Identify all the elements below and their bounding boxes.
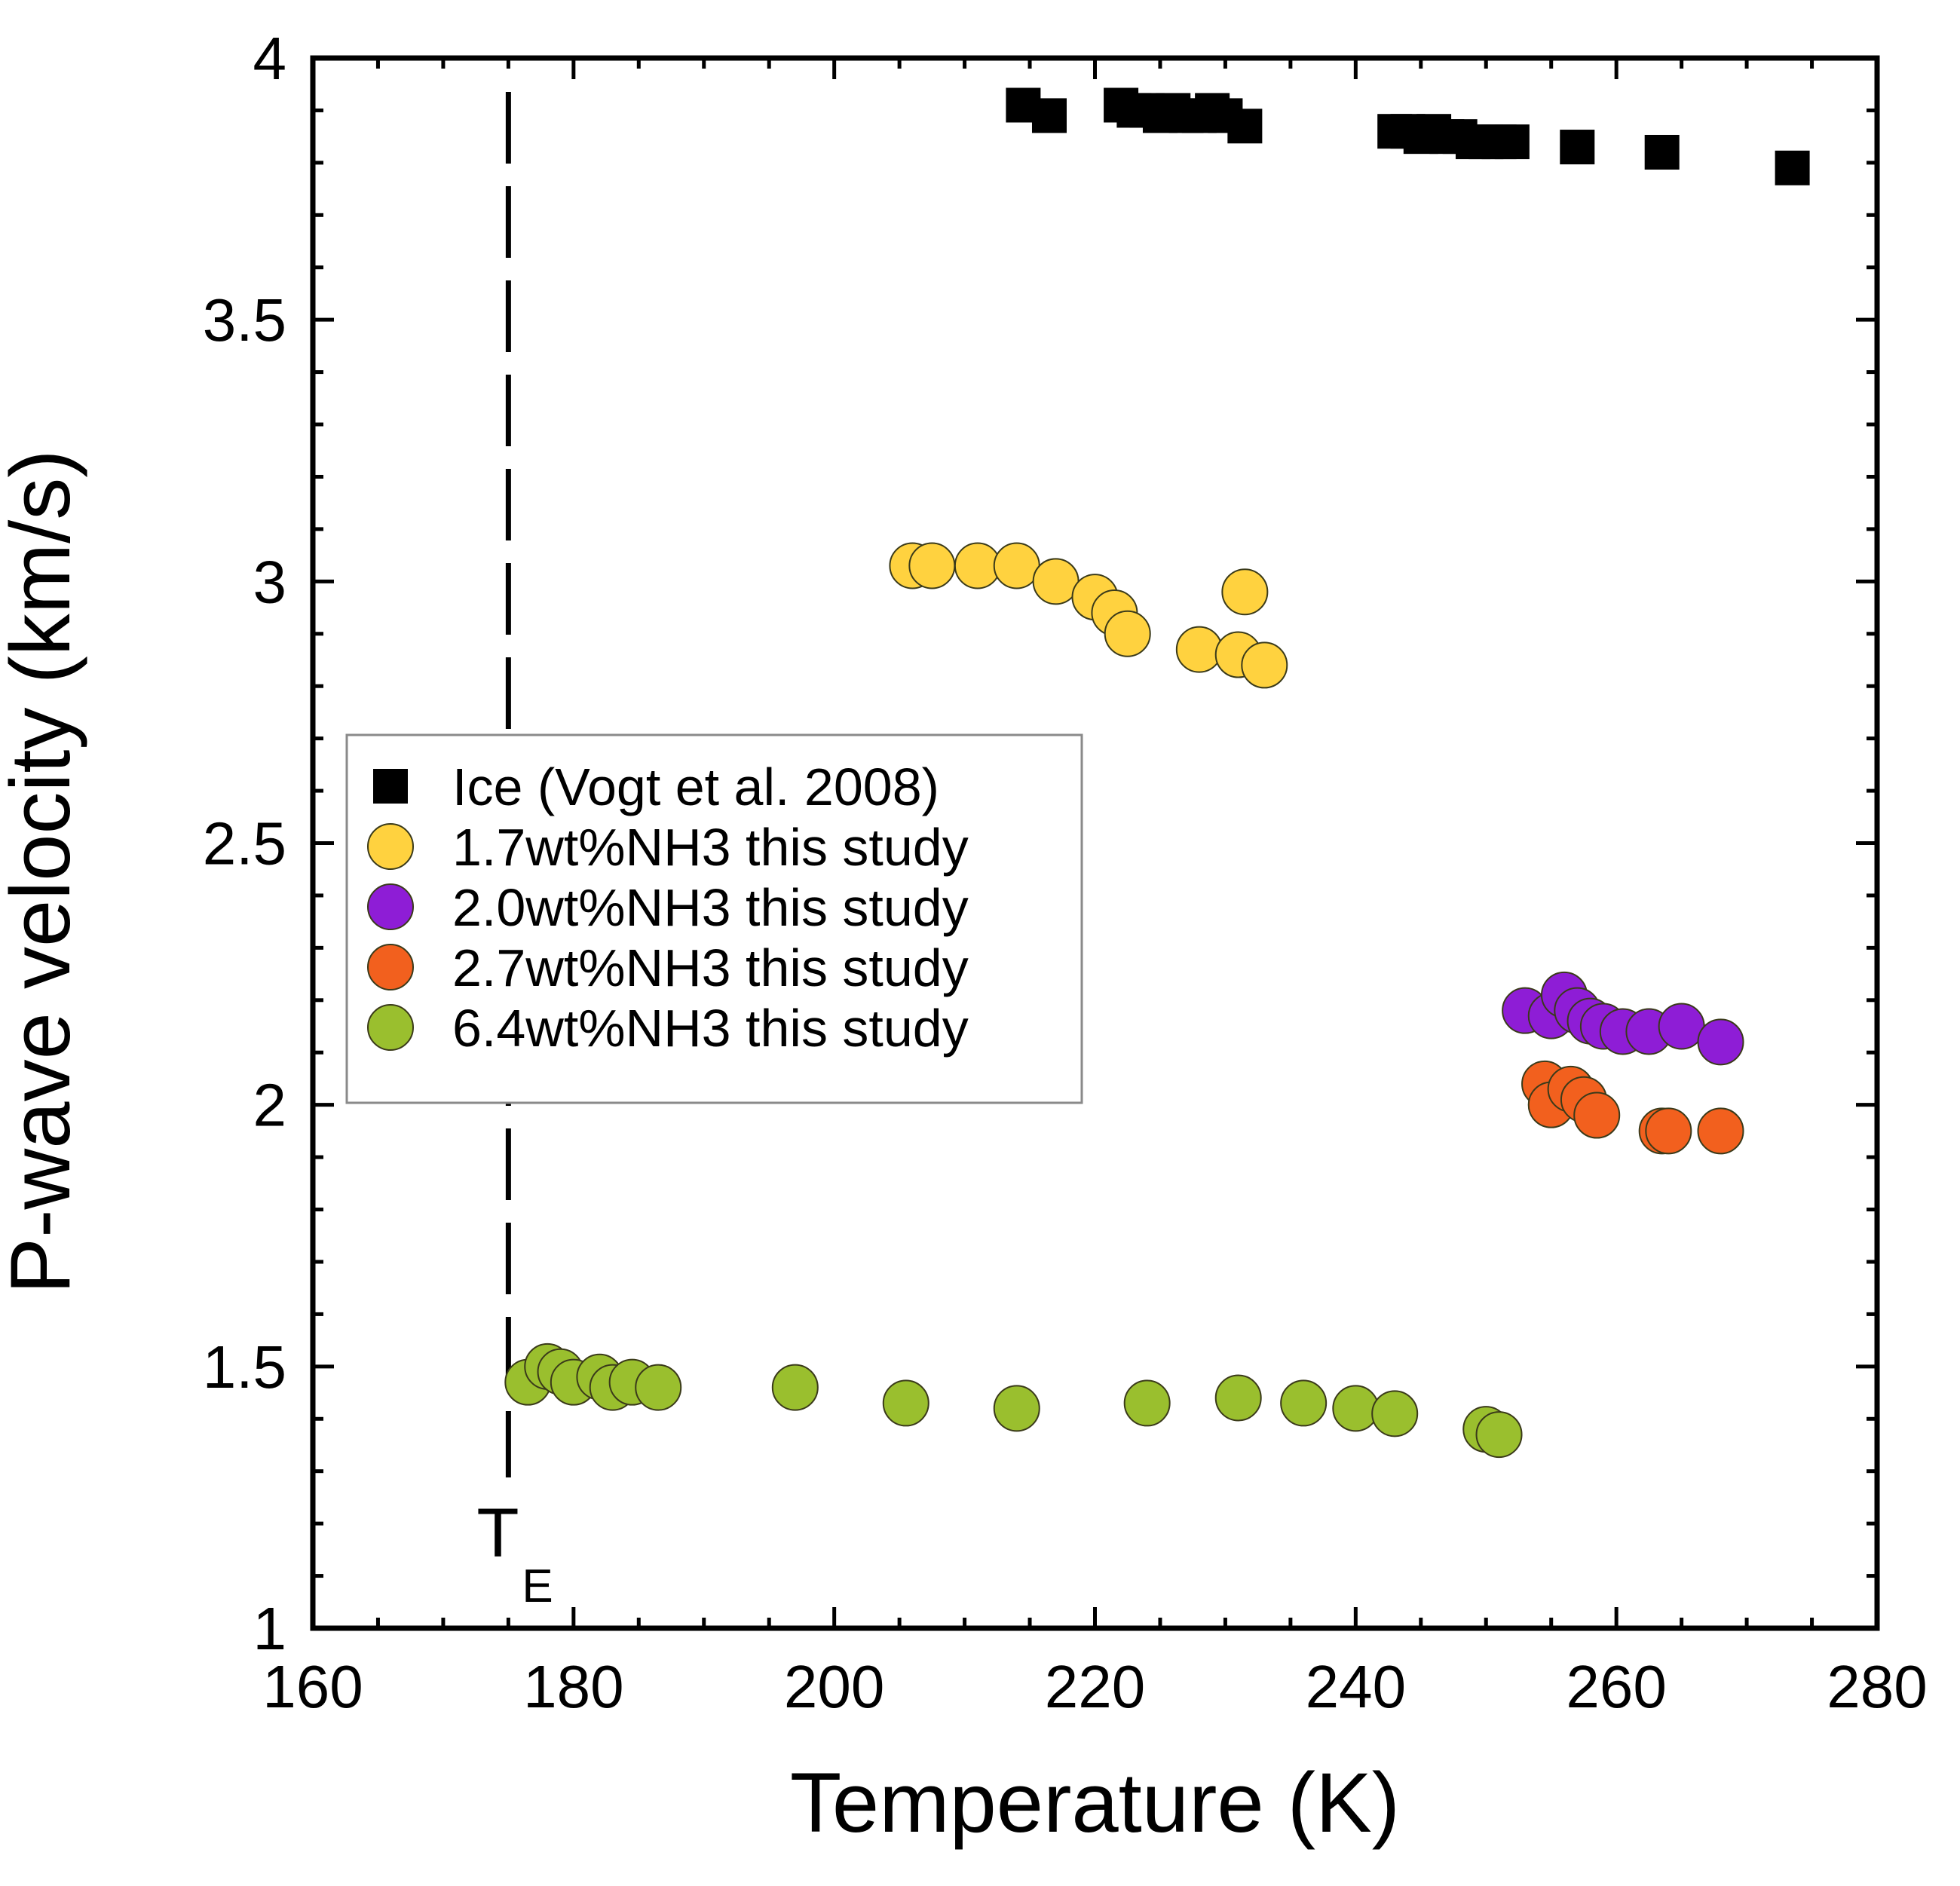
data-series (504, 87, 1810, 1459)
data-point-circle (1214, 1374, 1262, 1422)
legend-label: 2.0wt%NH3 this study (452, 878, 969, 937)
data-point-circle (882, 1379, 929, 1427)
legend-label: 2.7wt%NH3 this study (452, 938, 969, 997)
legend: Ice (Vogt et al. 2008)1.7wt%NH3 this stu… (345, 733, 1083, 1104)
data-point-circle (1104, 610, 1151, 657)
x-tick-label: 220 (1045, 1653, 1145, 1720)
series-1 (1006, 87, 1810, 185)
legend-label: 1.7wt%NH3 this study (452, 818, 969, 877)
legend-box (345, 733, 1083, 1104)
data-point-circle (1697, 1107, 1744, 1155)
series-2 (889, 542, 1288, 689)
legend-item-4: 2.7wt%NH3 this study (367, 938, 969, 997)
y-tick-label: 3 (253, 548, 287, 615)
x-tick-label: 160 (262, 1653, 363, 1720)
data-point-square (1560, 130, 1595, 165)
y-tick-label: 2.5 (203, 810, 286, 877)
data-point-circle (635, 1364, 682, 1411)
x-tick-label: 200 (784, 1653, 884, 1720)
series-5 (504, 1343, 1523, 1459)
plot-frame (310, 55, 1880, 1631)
legend-marker-circle (367, 1004, 414, 1051)
legend-marker-circle (367, 823, 414, 870)
data-point-square (1031, 98, 1067, 133)
x-tick-label: 240 (1306, 1653, 1406, 1720)
data-point-square (1494, 124, 1530, 160)
y-tick-label: 1.5 (203, 1333, 286, 1401)
x-tick-label: 260 (1566, 1653, 1666, 1720)
x-tick-label: 180 (523, 1653, 623, 1720)
data-point-circle (1573, 1091, 1621, 1139)
te-label-subscript: E (522, 1560, 553, 1612)
series-4 (1521, 1060, 1744, 1155)
data-point-circle (908, 542, 956, 589)
y-tick-label: 4 (253, 25, 287, 92)
data-point-square (1775, 150, 1810, 185)
data-point-circle (993, 1385, 1040, 1432)
data-point-circle (1475, 1411, 1523, 1459)
y-tick-label: 3.5 (203, 286, 286, 354)
data-point-circle (1175, 626, 1223, 673)
data-point-circle (1221, 568, 1269, 616)
legend-label: 6.4wt%NH3 this study (452, 999, 969, 1058)
data-point-circle (1645, 1107, 1692, 1155)
x-tick-label: 280 (1827, 1653, 1927, 1720)
legend-item-3: 2.0wt%NH3 this study (367, 878, 969, 937)
y-tick-label: 1 (253, 1595, 287, 1662)
data-point-circle (1332, 1385, 1380, 1432)
te-label: T (476, 1495, 519, 1572)
legend-item-1: Ice (Vogt et al. 2008) (373, 758, 939, 816)
tick-labels: 160 180 200 220 240 260 280 1 1.5 2 2.5 3 3.5 4 (203, 25, 1928, 1720)
data-point-circle (1123, 1379, 1171, 1427)
data-point-circle (771, 1364, 819, 1411)
series-3 (1502, 971, 1744, 1066)
legend-marker-circle (367, 883, 414, 930)
data-point-circle (1697, 1018, 1744, 1066)
data-point-circle (1371, 1390, 1419, 1437)
y-tick-label: 2 (253, 1072, 287, 1139)
data-point-square (1644, 134, 1680, 170)
y-axis-title: P-wave velocity (km/s) (0, 449, 87, 1294)
data-point-square (1227, 109, 1263, 144)
data-point-circle (1241, 641, 1288, 689)
legend-item-5: 6.4wt%NH3 this study (367, 999, 969, 1058)
legend-marker-square (373, 769, 408, 804)
x-axis-title: Temperature (K) (790, 1756, 1400, 1850)
legend-label: Ice (Vogt et al. 2008) (452, 758, 939, 816)
data-point-circle (1280, 1379, 1328, 1427)
legend-item-2: 1.7wt%NH3 this study (367, 818, 969, 877)
legend-marker-circle (367, 944, 414, 990)
